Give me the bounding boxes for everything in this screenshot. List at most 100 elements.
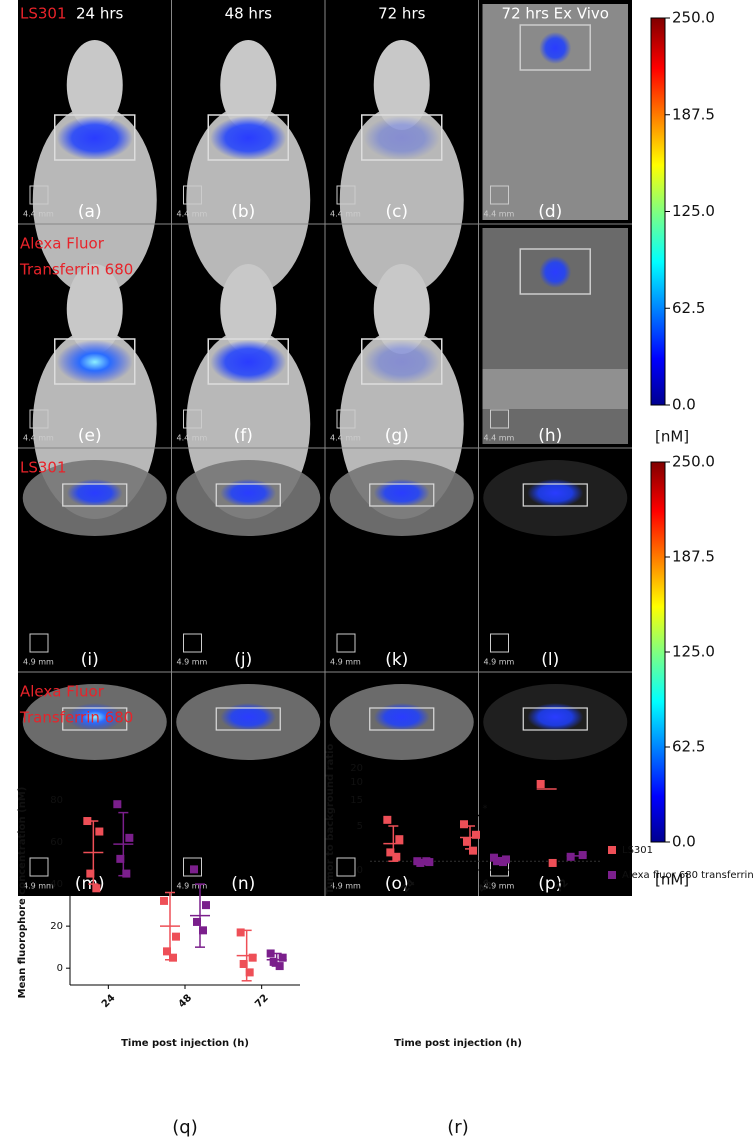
data-point xyxy=(549,859,557,867)
signal xyxy=(374,479,430,507)
data-point xyxy=(92,884,100,892)
colorbar xyxy=(651,18,665,405)
panel-letter: (a) xyxy=(78,202,102,222)
significance-label: * xyxy=(483,803,488,814)
data-point xyxy=(579,851,587,859)
signal xyxy=(220,479,276,507)
colorbar-tick-label: 125.0 xyxy=(672,202,715,220)
colorbar-tick-label: 62.5 xyxy=(672,738,705,756)
row-label: Transferrin 680 xyxy=(19,261,133,279)
panel-letter: (i) xyxy=(81,650,99,670)
signal xyxy=(210,340,286,384)
scale-label: 4.9 mm xyxy=(177,658,208,667)
scale-label: 4.4 mm xyxy=(330,210,361,219)
data-point xyxy=(113,800,121,808)
x-tick-label: 48 xyxy=(177,993,195,1011)
column-header: 24 hrs xyxy=(76,5,124,23)
signal xyxy=(57,340,133,384)
column-header: 72 hrs Ex Vivo xyxy=(502,5,609,23)
data-point xyxy=(460,820,468,828)
colorbar-tick-label: 250.0 xyxy=(672,9,715,27)
colorbar-tick-label: 187.5 xyxy=(672,105,715,123)
scale-label: 4.4 mm xyxy=(484,434,515,443)
panel-letter: (f) xyxy=(234,426,253,446)
panel-letter: (n) xyxy=(231,874,255,894)
colorbar-tick-label: 187.5 xyxy=(672,548,715,566)
signal xyxy=(527,703,583,731)
colorbar-tick-label: 125.0 xyxy=(672,643,715,661)
image-panel: 4.4 mm (h) xyxy=(483,228,629,446)
y-tick-label: 80 xyxy=(50,795,63,806)
panel-label: (r) xyxy=(447,1117,468,1138)
legend-marker xyxy=(608,846,616,854)
data-point xyxy=(202,901,210,909)
legend-marker xyxy=(608,871,616,879)
signal xyxy=(67,479,123,507)
data-point xyxy=(567,853,575,861)
y-tick-label: 0 xyxy=(357,865,363,876)
signal xyxy=(364,340,440,384)
y-axis-label: Mean fluorophore concentration (nM) xyxy=(17,787,28,999)
signal xyxy=(364,116,440,160)
data-point xyxy=(383,816,391,824)
row-label: Alexa Fluor xyxy=(20,683,105,701)
panel-letter: (e) xyxy=(78,426,102,446)
colorbar xyxy=(651,462,665,842)
y-tick-label: 0 xyxy=(57,963,63,974)
y-tick-label: 15 xyxy=(350,795,363,806)
x-tick-label: 24 xyxy=(100,993,118,1011)
row-label: LS301 xyxy=(20,5,67,23)
scale-label: 4.9 mm xyxy=(177,882,208,891)
scale-label: 4.4 mm xyxy=(484,210,515,219)
colorbar-tick-label: 0.0 xyxy=(672,396,696,414)
signal xyxy=(539,256,571,288)
figure: 4.4 mm (a) 4.4 mm (b) 4.4 mm (c) 4.4 mm (d) 4.4 … xyxy=(0,0,754,1146)
row-label: Transferrin 680 xyxy=(19,709,133,727)
tissue-band xyxy=(483,369,629,409)
colorbar-tick-label: 250.0 xyxy=(672,453,715,471)
scale-label: 4.4 mm xyxy=(23,210,54,219)
scale-label: 4.4 mm xyxy=(23,434,54,443)
signal xyxy=(210,116,286,160)
y-tick-label: 20 xyxy=(350,763,363,774)
y-tick-label: 5 xyxy=(357,821,363,832)
row-label: Alexa Fluor xyxy=(20,235,105,253)
panel-letter: (g) xyxy=(385,426,409,446)
scale-label: 4.9 mm xyxy=(23,658,54,667)
signal xyxy=(220,703,276,731)
row-label: LS301 xyxy=(20,459,67,477)
data-point xyxy=(160,897,168,905)
colorbar-tick-label: 62.5 xyxy=(672,299,705,317)
data-point xyxy=(125,834,133,842)
colorbar-tick-label: 0.0 xyxy=(672,833,696,851)
x-axis-label: Time post injection (h) xyxy=(394,1038,522,1049)
legend-label: LS301 xyxy=(622,845,653,856)
x-tick-label: 72 xyxy=(253,993,271,1011)
scale-label: 4.4 mm xyxy=(177,210,208,219)
panel-label: (q) xyxy=(172,1117,197,1138)
panel-letter: (b) xyxy=(231,202,255,222)
scale-label: 4.9 mm xyxy=(330,658,361,667)
signal xyxy=(539,32,571,64)
scale-label: 4.4 mm xyxy=(177,434,208,443)
panel-letter: (c) xyxy=(385,202,408,222)
y-tick-label: 20 xyxy=(50,921,63,932)
panel-letter: (h) xyxy=(538,426,562,446)
panel-letter: (d) xyxy=(538,202,562,222)
panel-letter: (l) xyxy=(541,650,559,670)
data-point xyxy=(95,828,103,836)
column-header: 48 hrs xyxy=(225,5,273,23)
y-tick-label: 10 xyxy=(350,777,363,788)
signal xyxy=(374,703,430,731)
scale-label: 4.4 mm xyxy=(330,434,361,443)
scale-label: 4.9 mm xyxy=(484,658,515,667)
y-tick-label: 60 xyxy=(50,837,63,848)
colorbar-unit: [nM] xyxy=(655,428,689,446)
panel-letter: (k) xyxy=(385,650,408,670)
signal xyxy=(527,479,583,507)
data-point xyxy=(172,933,180,941)
legend-label: Alexa fluor 680 transferrin xyxy=(622,870,754,881)
column-header: 72 hrs xyxy=(378,5,426,23)
x-axis-label: Time post injection (h) xyxy=(121,1038,249,1049)
data-point xyxy=(537,780,545,788)
